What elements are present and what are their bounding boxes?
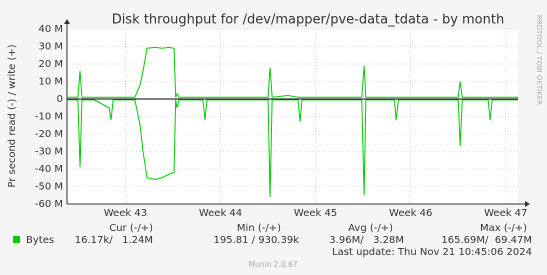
table-header: Cur (-/+)	[109, 223, 153, 234]
data-line	[67, 46, 518, 98]
table-cell: 195.81 / 930.39k	[214, 235, 300, 246]
y-tick-label: -40 M	[35, 164, 63, 175]
data-line	[67, 99, 518, 198]
y-tick-label: -10 M	[35, 112, 63, 123]
legend-swatch	[13, 236, 20, 243]
table-header: Avg (-/+)	[348, 223, 393, 234]
axis-arrow	[64, 19, 70, 24]
table-cell: 16.17k/ 1.24M	[75, 235, 153, 246]
table-cell: 3.96M/ 3.28M	[329, 235, 404, 246]
table-cell: 165.69M/ 69.47M	[441, 235, 532, 246]
y-tick-label: -30 M	[35, 147, 63, 158]
table-header: Min (-/+)	[237, 223, 281, 234]
legend-label: Bytes	[26, 235, 54, 246]
last-update: Last update: Thu Nov 21 10:45:06 2024	[332, 247, 532, 258]
x-tick-label: Week 47	[484, 208, 527, 219]
y-tick-label: 30 M	[38, 42, 63, 53]
y-tick-label: 20 M	[38, 59, 63, 70]
footer: Munin 2.0.67	[248, 260, 297, 269]
y-tick-label: 10 M	[38, 77, 63, 88]
table-header: Max (-/+)	[480, 223, 527, 234]
x-tick-label: Week 46	[389, 208, 432, 219]
y-tick-label: 40 M	[38, 24, 63, 35]
chart-title: Disk throughput for /dev/mapper/pve-data…	[112, 13, 504, 28]
x-tick-label: Week 45	[294, 208, 337, 219]
side-note: RRDTOOL / TOBI OETIKER	[535, 15, 543, 105]
x-tick-label: Week 43	[104, 208, 147, 219]
y-tick-label: -20 M	[35, 129, 63, 140]
y-tick-label: -60 M	[35, 199, 63, 210]
axis-arrow	[525, 201, 530, 207]
y-tick-label: 0	[57, 94, 63, 105]
y-axis-label: Pr second read (-) / write (+)	[7, 44, 18, 187]
x-tick-label: Week 44	[199, 208, 242, 219]
y-tick-label: -50 M	[35, 182, 63, 193]
